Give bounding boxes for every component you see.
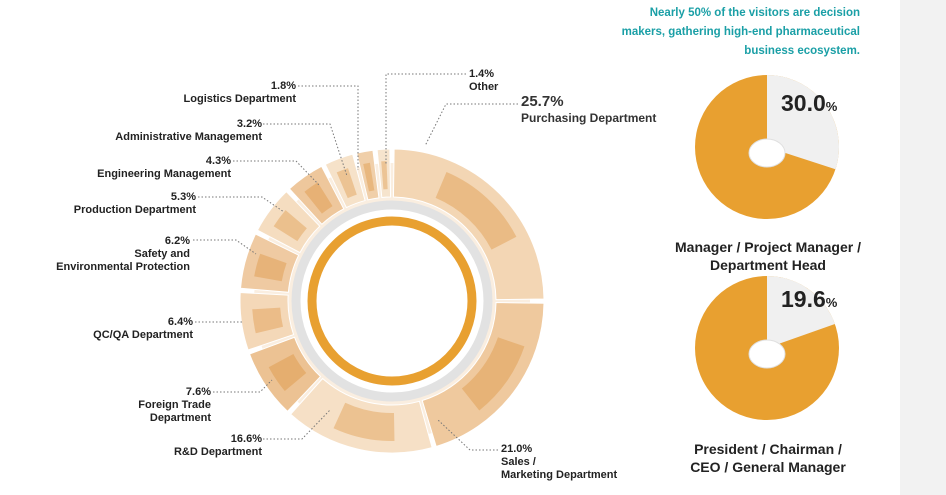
label-engineering-pct: 4.3% [205,155,231,167]
label-engineering: 4.3% Engineering Management [97,155,231,181]
label-engineering-name: Engineering Management [97,168,231,180]
pie2-value: 19.6% [781,286,837,313]
slice-shade-foreign-trade [268,354,307,392]
pie2-number: 19.6 [781,286,826,312]
leader-administrative [263,123,348,177]
slice-shade-engineering [304,182,333,214]
pie1-value: 30.0% [781,90,837,117]
label-sales-name-2: Marketing Department [501,469,618,481]
leader-production [198,196,285,213]
headline: Nearly 50% of the visitors are decision … [570,4,860,61]
pie1-caption: Manager / Project Manager / Department H… [660,238,876,274]
label-sales: 21.0% Sales / Marketing Department [501,443,617,482]
slice-safety [239,233,300,293]
slice-engineering [288,165,345,225]
label-production: 5.3% Production Department [74,191,196,217]
label-foreign-trade-name: Foreign Trade [138,399,211,411]
pie2-caption-line-1: President / Chairman / [694,441,842,457]
slice-sales [421,302,545,448]
slice-shade-production [273,210,307,242]
donut-center [324,233,460,369]
label-logistics-pct: 1.8% [270,80,296,92]
label-rnd-name: R&D Department [173,446,262,458]
headline-line-2: makers, gathering high-end pharmaceutica… [621,26,860,38]
label-rnd: 16.6% R&D Department [174,433,262,459]
pie1-caption-line-2: Department Head [710,257,826,273]
slice-qcqa [239,291,295,351]
label-foreign-trade-name-2: Department [149,412,211,424]
leader-purchasing [424,103,518,147]
pie1-unit: % [825,99,838,114]
pie2-caption: President / Chairman / CEO / General Man… [660,440,876,476]
label-production-pct: 5.3% [170,191,196,203]
label-safety-name: Safety and [134,248,190,260]
slice-shade-purchasing [435,172,517,250]
label-rnd-pct: 16.6% [230,433,262,445]
pie2-highlight-slice [767,276,835,348]
slice-other [376,148,392,199]
slice-shade-administrative [336,168,357,199]
slice-shade-sales [461,337,525,411]
leader-other [385,73,466,165]
slice-shade-safety [254,253,287,282]
leader-logistics [298,85,359,170]
label-logistics-name: Logistics Department [183,93,296,105]
slice-shade-rnd [333,402,395,441]
label-other-name: Other [469,81,499,93]
headline-line-3: business ecosystem. [744,45,860,57]
label-qcqa-name: QC/QA Department [93,329,193,341]
label-foreign-trade-pct: 7.6% [185,386,211,398]
label-safety: 6.2% Safety and Environmental Protection [56,235,190,274]
label-sales-pct: 21.0% [501,443,533,455]
inner-gray-ring [291,200,493,402]
leader-foreign-trade [213,379,273,393]
label-purchasing-name: Purchasing Department [521,111,657,125]
slice-purchasing [392,148,545,301]
label-logistics: 1.8% Logistics Department [184,80,296,106]
label-qcqa-pct: 6.4% [167,316,193,328]
slice-administrative [324,153,366,209]
label-other: 1.4% Other [469,68,498,94]
label-administrative-pct: 3.2% [236,118,262,130]
pie1-hole [748,138,786,168]
pie2-hole [748,339,786,369]
label-production-name: Production Department [73,204,196,216]
leader-rnd [263,409,331,440]
background-band [900,0,946,495]
leader-engineering [233,160,321,187]
label-qcqa: 6.4% QC/QA Department [93,316,193,342]
slice-foreign-trade [248,336,322,413]
label-administrative-name: Administrative Management [115,131,262,143]
label-foreign-trade: 7.6% Foreign Trade Department [138,386,211,425]
headline-line-1: Nearly 50% of the visitors are decision [649,7,860,19]
label-other-pct: 1.4% [469,68,495,80]
label-administrative: 3.2% Administrative Management [115,118,262,144]
label-purchasing: 25.7% Purchasing Department [521,93,656,125]
pie1-number: 30.0 [781,90,826,116]
leader-sales [437,419,498,451]
label-safety-pct: 6.2% [164,235,190,247]
inner-orange-ring [307,216,477,386]
slice-rnd [289,377,433,454]
leader-safety [193,239,257,255]
slice-shade-other [381,161,388,190]
slice-production [256,190,321,254]
pie2-unit: % [825,295,838,310]
pie1-highlight-slice [767,75,839,170]
label-purchasing-pct: 25.7% [521,93,564,110]
slice-logistics [356,149,380,201]
pie2-caption-line-2: CEO / General Manager [690,459,846,475]
slice-shade-logistics [363,162,375,192]
pie1-caption-line-1: Manager / Project Manager / [675,239,861,255]
label-safety-name-2: Environmental Protection [56,261,190,273]
slice-shade-qcqa [252,307,284,334]
label-sales-name: Sales / [501,456,536,468]
